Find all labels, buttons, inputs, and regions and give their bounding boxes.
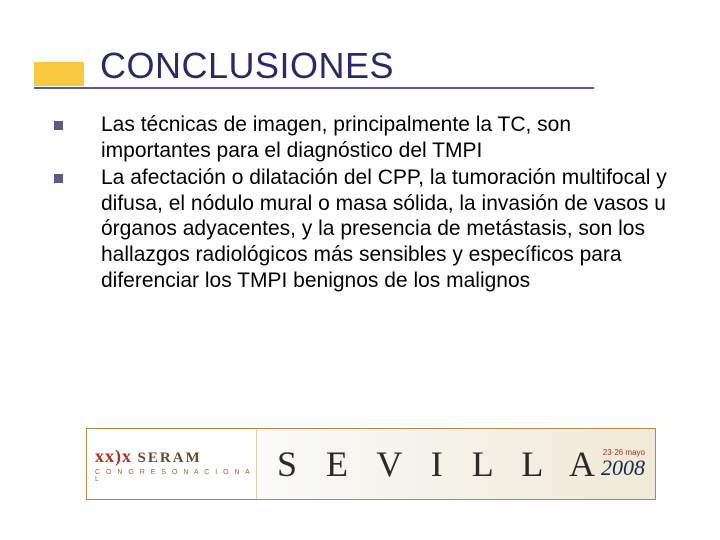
bullet-marker-icon: [54, 121, 63, 130]
accent-bar: [34, 62, 84, 86]
slide-title: CONCLUSIONES: [100, 45, 720, 87]
congress-number: xx)x SERAM: [95, 446, 256, 467]
city-block: S E V I L L A 23·26 mayo 2008: [257, 429, 655, 499]
bullet-item: Las técnicas de imagen, principalmente l…: [100, 112, 680, 163]
org-name: SERAM: [138, 450, 202, 466]
bullet-item: La afectación o dilatación del CPP, la t…: [100, 165, 680, 293]
date-block: 23·26 mayo 2008: [601, 449, 645, 479]
bullet-marker-icon: [54, 174, 63, 183]
city-name: S E V I L L A: [277, 443, 605, 485]
congress-numeral: xx)x: [95, 446, 132, 466]
congress-logo: xx)x SERAM C O N G R E S O N A C I O N A…: [87, 429, 257, 499]
event-year: 2008: [601, 457, 645, 479]
footer-banner: xx)x SERAM C O N G R E S O N A C I O N A…: [86, 428, 656, 500]
content-area: Las técnicas de imagen, principalmente l…: [0, 107, 720, 293]
congress-subtitle: C O N G R E S O N A C I O N A L: [95, 469, 256, 483]
bullet-text: Las técnicas de imagen, principalmente l…: [101, 112, 680, 163]
title-underline: [34, 87, 594, 89]
title-area: CONCLUSIONES: [0, 0, 720, 107]
bullet-text: La afectación o dilatación del CPP, la t…: [101, 165, 680, 293]
